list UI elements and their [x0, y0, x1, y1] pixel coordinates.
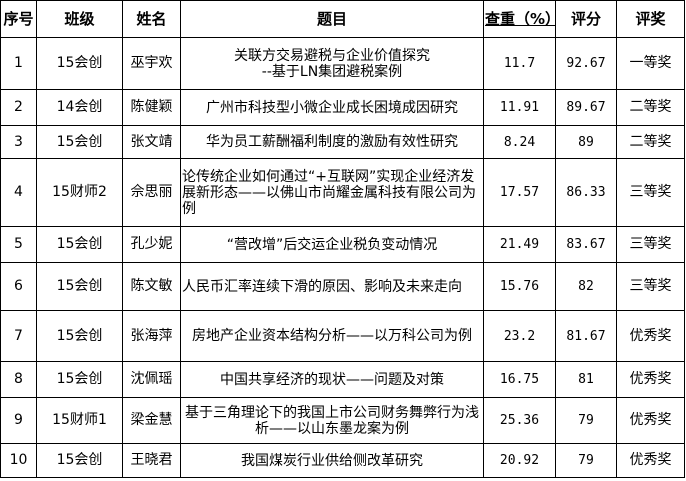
- table-row: 7 15会创 张海萍 房地产企业资本结构分析——以万科公司为例 23.2 81.67 优秀奖: [0, 310, 685, 362]
- table-row: 3 15会创 张文靖 华为员工薪酬福利制度的激励有效性研究 8.24 89 二等奖: [0, 125, 685, 159]
- score-cell: 79: [555, 397, 617, 444]
- table-row: 5 15会创 孔少妮 “营改增”后交运企业税负变动情况 21.49 83.67 三等奖: [0, 226, 685, 263]
- table-row: 6 15会创 陈文敏 人民币汇率连续下滑的原因、影响及未来走向 15.76 82 三等奖: [0, 262, 685, 311]
- table-row: 10 15会创 王晓君 我国煤炭行业供给侧改革研究 20.92 79 优秀奖: [0, 443, 685, 478]
- name-cell: 王晓君: [122, 443, 181, 478]
- table-row: 2 14会创 陈健颖 广州市科技型小微企业成长困境成因研究 11.91 89.67 二等奖: [0, 89, 685, 126]
- class-cell: 15会创: [36, 443, 123, 478]
- class-cell: 15财师1: [36, 397, 123, 444]
- score-cell: 83.67: [555, 226, 617, 263]
- name-cell: 孔少妮: [122, 226, 181, 263]
- award-cell: 二等奖: [616, 125, 685, 159]
- header-row: 序号 班级 姓名 题目 查重（%） 评分 评奖: [0, 0, 685, 38]
- header-duplicate-rate: 查重（%）: [483, 0, 556, 38]
- name-cell: 陈健颖: [122, 89, 181, 126]
- table-row: 9 15财师1 梁金慧 基于三角理论下的我国上市公司财务舞弊行为浅析——以山东墨龙案为…: [0, 397, 685, 444]
- row-number: 6: [0, 262, 37, 311]
- duplicate-rate-cell: 16.75: [483, 361, 556, 398]
- name-cell: 陈文敏: [122, 262, 181, 311]
- name-cell: 佘思丽: [122, 158, 181, 227]
- class-cell: 15会创: [36, 262, 123, 311]
- score-cell: 81.67: [555, 310, 617, 362]
- name-cell: 巫宇欢: [122, 37, 181, 90]
- table-row: 8 15会创 沈佩瑶 中国共享经济的现状——问题及对策 16.75 81 优秀奖: [0, 361, 685, 398]
- row-number: 4: [0, 158, 37, 227]
- row-number: 3: [0, 125, 37, 159]
- class-cell: 15会创: [36, 125, 123, 159]
- award-cell: 优秀奖: [616, 361, 685, 398]
- name-cell: 沈佩瑶: [122, 361, 181, 398]
- award-cell: 三等奖: [616, 226, 685, 263]
- score-cell: 86.33: [555, 158, 617, 227]
- duplicate-rate-cell: 17.57: [483, 158, 556, 227]
- row-number: 10: [0, 443, 37, 478]
- row-number: 7: [0, 310, 37, 362]
- class-cell: 14会创: [36, 89, 123, 126]
- title-cell: 我国煤炭行业供给侧改革研究: [180, 443, 484, 478]
- award-cell: 三等奖: [616, 262, 685, 311]
- duplicate-rate-cell: 21.49: [483, 226, 556, 263]
- row-number: 2: [0, 89, 37, 126]
- title-cell: 关联方交易避税与企业价值探究 --基于LN集团避税案例: [180, 37, 484, 90]
- score-cell: 82: [555, 262, 617, 311]
- name-cell: 张海萍: [122, 310, 181, 362]
- row-number: 9: [0, 397, 37, 444]
- title-cell: 广州市科技型小微企业成长困境成因研究: [180, 89, 484, 126]
- title-cell: 中国共享经济的现状——问题及对策: [180, 361, 484, 398]
- row-number: 1: [0, 37, 37, 90]
- header-award: 评奖: [616, 0, 685, 38]
- award-cell: 优秀奖: [616, 397, 685, 444]
- class-cell: 15会创: [36, 37, 123, 90]
- table-row: 1 15会创 巫宇欢 关联方交易避税与企业价值探究 --基于LN集团避税案例 11.7 92…: [0, 37, 685, 90]
- duplicate-rate-cell: 23.2: [483, 310, 556, 362]
- header-class: 班级: [36, 0, 123, 38]
- title-cell: 论传统企业如何通过“+互联网”实现企业经济发展新形态——以佛山市尚耀金属科技有限…: [180, 158, 484, 227]
- award-cell: 优秀奖: [616, 443, 685, 478]
- row-number: 5: [0, 226, 37, 263]
- title-cell: 基于三角理论下的我国上市公司财务舞弊行为浅析——以山东墨龙案为例: [180, 397, 484, 444]
- duplicate-rate-cell: 11.7: [483, 37, 556, 90]
- duplicate-rate-cell: 8.24: [483, 125, 556, 159]
- score-cell: 81: [555, 361, 617, 398]
- name-cell: 梁金慧: [122, 397, 181, 444]
- duplicate-rate-cell: 11.91: [483, 89, 556, 126]
- title-cell: 人民币汇率连续下滑的原因、影响及未来走向: [180, 262, 484, 311]
- title-cell: 房地产企业资本结构分析——以万科公司为例: [180, 310, 484, 362]
- award-cell: 二等奖: [616, 89, 685, 126]
- header-no: 序号: [0, 0, 37, 38]
- score-cell: 79: [555, 443, 617, 478]
- score-cell: 89: [555, 125, 617, 159]
- duplicate-rate-cell: 25.36: [483, 397, 556, 444]
- award-cell: 优秀奖: [616, 310, 685, 362]
- title-cell: “营改增”后交运企业税负变动情况: [180, 226, 484, 263]
- award-cell: 一等奖: [616, 37, 685, 90]
- duplicate-rate-cell: 15.76: [483, 262, 556, 311]
- class-cell: 15会创: [36, 361, 123, 398]
- title-cell: 华为员工薪酬福利制度的激励有效性研究: [180, 125, 484, 159]
- class-cell: 15会创: [36, 226, 123, 263]
- score-cell: 89.67: [555, 89, 617, 126]
- class-cell: 15财师2: [36, 158, 123, 227]
- table-row: 4 15财师2 佘思丽 论传统企业如何通过“+互联网”实现企业经济发展新形态——以佛山…: [0, 158, 685, 227]
- class-cell: 15会创: [36, 310, 123, 362]
- duplicate-rate-cell: 20.92: [483, 443, 556, 478]
- header-name: 姓名: [122, 0, 181, 38]
- award-cell: 三等奖: [616, 158, 685, 227]
- row-number: 8: [0, 361, 37, 398]
- score-cell: 92.67: [555, 37, 617, 90]
- header-title: 题目: [180, 0, 484, 38]
- header-score: 评分: [555, 0, 617, 38]
- name-cell: 张文靖: [122, 125, 181, 159]
